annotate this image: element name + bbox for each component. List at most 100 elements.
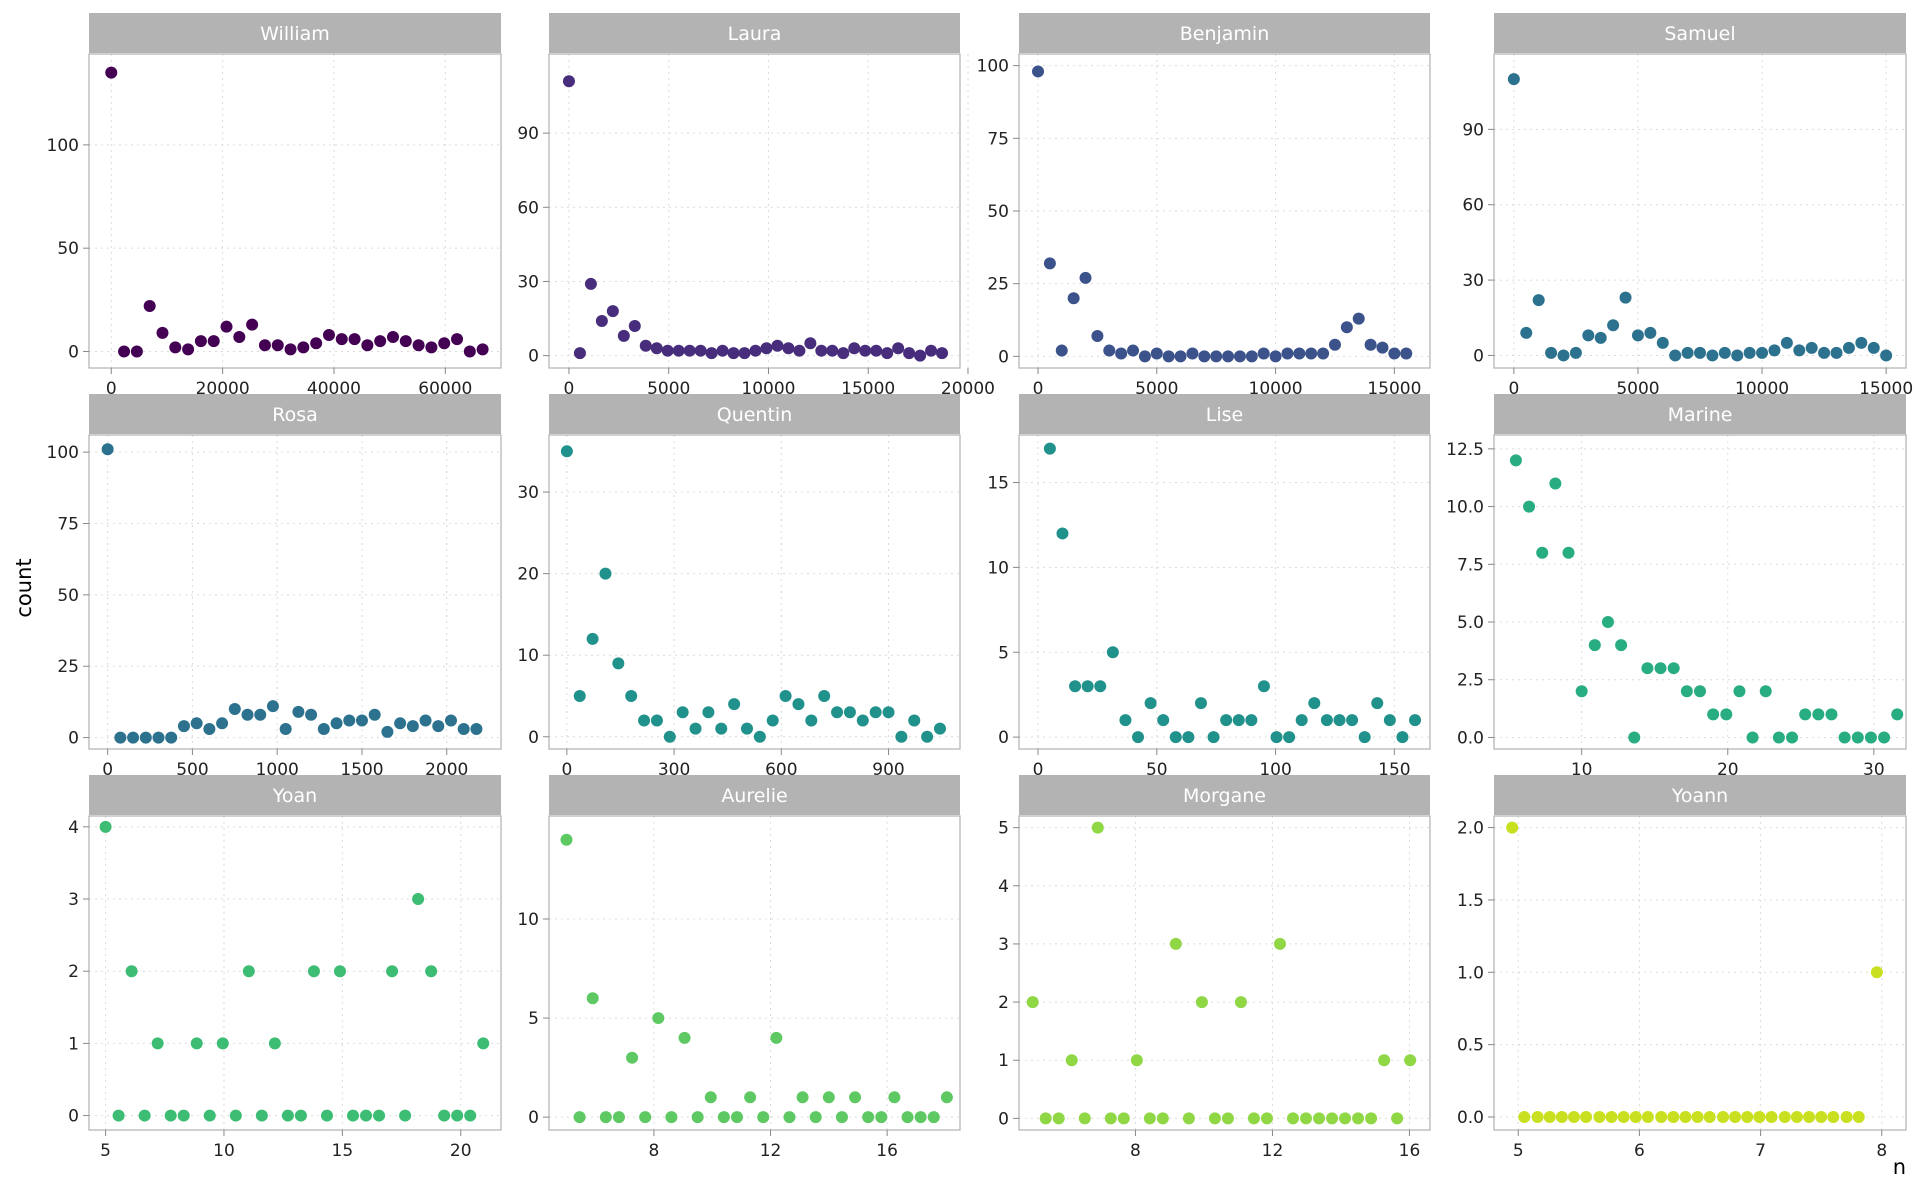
data-point <box>347 1109 360 1122</box>
data-point <box>1198 350 1211 363</box>
data-point <box>105 66 118 79</box>
data-point <box>463 345 476 358</box>
data-point <box>694 344 707 357</box>
data-point <box>1864 731 1877 744</box>
panel-border <box>88 53 502 369</box>
data-point <box>628 319 641 332</box>
data-point <box>1156 1112 1169 1125</box>
data-point <box>355 714 368 727</box>
facet-strip <box>549 13 960 53</box>
y-tick-label: 0 <box>998 728 1009 748</box>
data-point <box>101 443 114 456</box>
data-point <box>1562 546 1575 559</box>
data-point <box>438 1109 451 1122</box>
data-point <box>477 1037 490 1050</box>
data-point <box>1247 1112 1260 1125</box>
data-point <box>612 1111 625 1124</box>
data-point <box>1506 821 1519 834</box>
data-point <box>753 730 766 743</box>
data-point <box>1681 346 1694 359</box>
data-point <box>1580 1110 1593 1123</box>
data-point <box>1043 257 1056 270</box>
data-point <box>903 347 916 360</box>
y-tick-label: 100 <box>47 136 79 156</box>
data-point <box>457 723 470 736</box>
data-point <box>229 1109 242 1122</box>
data-point <box>297 341 310 354</box>
panel-border <box>88 815 502 1131</box>
plot-area <box>1494 816 1906 1130</box>
facet-strip-label: William <box>260 23 330 45</box>
y-tick-label: 5 <box>528 1009 539 1029</box>
facet-strip-label: Quentin <box>717 404 793 426</box>
data-point <box>1718 346 1731 359</box>
data-point <box>386 331 399 344</box>
data-point <box>374 335 387 348</box>
data-point <box>1605 1110 1618 1123</box>
data-point <box>1720 708 1733 721</box>
x-axis-title: n <box>1893 1155 1906 1179</box>
data-point <box>1803 1110 1816 1123</box>
data-point <box>412 339 425 352</box>
data-point <box>281 1109 294 1122</box>
data-point <box>348 333 361 346</box>
data-point <box>386 965 399 978</box>
data-point <box>1117 1112 1130 1125</box>
data-point <box>663 730 676 743</box>
data-point <box>1245 350 1258 363</box>
data-point <box>869 706 882 719</box>
data-point <box>717 1111 730 1124</box>
data-point <box>1840 1110 1853 1123</box>
data-point <box>1287 1112 1299 1125</box>
panel-border <box>1018 815 1431 1131</box>
data-point <box>1628 731 1641 744</box>
data-point <box>760 342 773 355</box>
data-point <box>156 326 169 339</box>
data-point <box>151 1037 164 1050</box>
data-point <box>1852 1110 1865 1123</box>
facet-strip-label: Lise <box>1206 404 1243 426</box>
y-tick-label: 2 <box>68 962 79 982</box>
data-point <box>1799 708 1812 721</box>
y-tick-label: 100 <box>47 443 79 463</box>
data-point <box>1293 347 1306 360</box>
data-point <box>1194 697 1207 710</box>
data-point <box>1851 731 1864 744</box>
data-point <box>599 567 612 580</box>
data-point <box>1575 685 1588 698</box>
panel-border <box>548 434 961 750</box>
data-point <box>1790 1110 1803 1123</box>
data-point <box>1300 1112 1313 1125</box>
data-point <box>1026 996 1039 1009</box>
y-tick-label: 10 <box>517 910 539 930</box>
data-point <box>1273 937 1286 950</box>
data-point <box>246 318 259 331</box>
data-point <box>1793 344 1806 357</box>
data-point <box>1691 1110 1704 1123</box>
data-point <box>1669 349 1682 362</box>
data-point <box>1106 646 1119 659</box>
y-tick-label: 4 <box>998 877 1009 897</box>
data-point <box>1378 1054 1391 1067</box>
data-point <box>112 1109 125 1122</box>
data-point <box>1182 1112 1195 1125</box>
y-tick-label: 7.5 <box>1457 555 1484 575</box>
y-tick-label: 1.5 <box>1457 891 1484 911</box>
data-point <box>560 445 573 458</box>
data-point <box>560 833 573 846</box>
data-point <box>335 333 348 346</box>
y-tick-label: 3 <box>68 890 79 910</box>
data-point <box>1679 1110 1692 1123</box>
data-point <box>1313 1112 1326 1125</box>
y-tick-label: 0.0 <box>1457 728 1484 748</box>
data-point <box>1667 1110 1680 1123</box>
data-point <box>612 657 625 670</box>
data-point <box>1531 1110 1544 1123</box>
data-point <box>1569 346 1582 359</box>
facet-strip-label: Laura <box>728 23 782 45</box>
data-point <box>1805 341 1818 354</box>
x-tick-label: 0 <box>1508 379 1519 399</box>
data-point <box>1157 714 1170 727</box>
data-point <box>1130 1054 1143 1067</box>
